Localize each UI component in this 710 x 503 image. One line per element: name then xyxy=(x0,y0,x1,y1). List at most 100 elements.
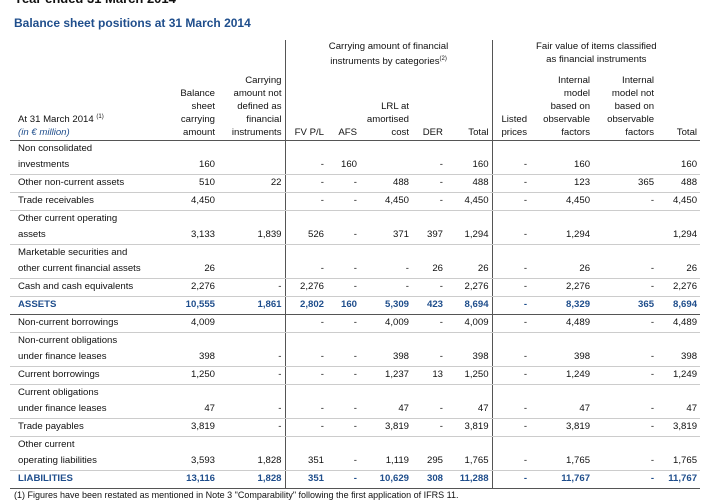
row-label-line: Current borrowings xyxy=(18,369,100,381)
column-header-line: FV P/L xyxy=(294,127,324,139)
column-header-line: cost xyxy=(391,127,409,139)
value-cell: - xyxy=(491,210,531,246)
row-label-line: under finance leases xyxy=(18,403,107,415)
value-cell: 4,450 xyxy=(657,192,701,212)
data-row: Non consolidated investments 160-160-160-1… xyxy=(10,140,701,176)
value-cell: 2,276 xyxy=(284,278,327,298)
group-header-line: as financial instruments xyxy=(546,54,647,65)
empty-cell xyxy=(593,210,658,246)
value-cell: 160 xyxy=(327,140,360,176)
subtitle: Balance sheet positions at 31 March 2014 xyxy=(14,16,251,30)
value-cell: 1,861 xyxy=(218,296,285,316)
value-cell: 2,802 xyxy=(284,296,327,316)
value-cell: - xyxy=(327,436,360,472)
value-cell: 398 xyxy=(657,332,701,368)
value-cell: 3,819 xyxy=(530,418,594,438)
value-cell: 47 xyxy=(530,384,594,420)
column-header-line: observable xyxy=(607,114,655,126)
row-label-line: Non consolidated xyxy=(18,143,93,155)
value-cell: - xyxy=(327,174,360,194)
row-label-line: Trade receivables xyxy=(18,195,94,207)
value-cell: 160 xyxy=(657,140,701,176)
column-header: Internal model based on observable factors xyxy=(530,74,594,142)
empty-cell xyxy=(218,244,285,280)
column-header: AFS xyxy=(327,74,360,142)
column-header-line: DER xyxy=(422,127,443,139)
value-cell: - xyxy=(593,244,658,280)
value-cell: 4,009 xyxy=(170,314,218,334)
value-cell: - xyxy=(491,140,531,176)
empty-cell xyxy=(360,140,412,176)
row-label: LIABILITIES xyxy=(10,470,170,490)
row-label-line: Non-current borrowings xyxy=(18,317,119,329)
data-row: Current obligations under finance leases 4… xyxy=(10,384,701,420)
value-cell: - xyxy=(491,244,531,280)
column-header-line: LRL at xyxy=(381,101,409,113)
column-header-line: model not xyxy=(611,88,655,100)
column-header-line: factors xyxy=(625,127,655,139)
data-row: Trade payables 3,819- - -3,819-3,819-3,819-… xyxy=(10,418,701,438)
value-cell: 10,555 xyxy=(170,296,218,316)
value-cell: - xyxy=(327,244,360,280)
value-cell: 295 xyxy=(412,436,446,472)
unit: (in € million) xyxy=(18,127,70,139)
value-cell: - xyxy=(284,174,327,194)
value-cell: 1,828 xyxy=(218,470,285,490)
column-header-line: factors xyxy=(561,127,591,139)
value-cell: 4,009 xyxy=(446,314,493,334)
row-label-line: Marketable securities and xyxy=(18,247,128,259)
value-cell: - xyxy=(412,332,446,368)
column-header: DER xyxy=(412,74,446,142)
empty-cell xyxy=(218,192,285,212)
note-ref: (1) xyxy=(96,114,104,120)
value-cell: 1,249 xyxy=(657,366,701,386)
value-cell: 365 xyxy=(593,174,658,194)
value-cell: - xyxy=(593,278,658,298)
value-cell: - xyxy=(284,192,327,212)
row-label-line: Trade payables xyxy=(18,421,84,433)
value-cell: - xyxy=(284,140,327,176)
value-cell: 4,009 xyxy=(360,314,412,334)
value-cell: - xyxy=(412,174,446,194)
value-cell: 1,839 xyxy=(218,210,285,246)
column-header-line: based on xyxy=(550,101,591,113)
title: Year ended 31 March 2014 xyxy=(14,0,176,6)
data-row: Current borrowings 1,250- - -1,237 13 1,250-1… xyxy=(10,366,701,386)
value-cell: 160 xyxy=(327,296,360,316)
value-cell: - xyxy=(593,192,658,212)
value-cell: 488 xyxy=(360,174,412,194)
value-cell: - xyxy=(327,384,360,420)
value-cell: 308 xyxy=(412,470,446,490)
value-cell: 26 xyxy=(412,244,446,280)
value-cell: - xyxy=(593,332,658,368)
value-cell: 13,116 xyxy=(170,470,218,490)
value-cell: 398 xyxy=(530,332,594,368)
column-header-row: At 31 March 2014 (1) (in € million) Balanc… xyxy=(10,74,701,142)
row-label: Trade payables xyxy=(10,418,170,438)
column-header: Total xyxy=(657,74,701,142)
value-cell: - xyxy=(412,384,446,420)
column-header-line: prices xyxy=(501,127,528,139)
value-cell: 47 xyxy=(657,384,701,420)
value-cell: - xyxy=(218,366,285,386)
row-label-line: investments xyxy=(18,159,70,171)
value-cell: - xyxy=(491,418,531,438)
cell xyxy=(10,40,170,74)
value-cell: - xyxy=(284,244,327,280)
column-header: Balance sheet carrying amount xyxy=(170,74,218,142)
value-cell: 4,450 xyxy=(446,192,493,212)
value-cell: - xyxy=(327,470,360,490)
value-cell: 26 xyxy=(170,244,218,280)
data-row: Non-current obligations under finance lea… xyxy=(10,332,701,368)
value-cell: - xyxy=(491,384,531,420)
value-cell: 5,309 xyxy=(360,296,412,316)
value-cell: 1,250 xyxy=(446,366,493,386)
value-cell: - xyxy=(491,314,531,334)
column-header-line: observable xyxy=(543,114,591,126)
row-label-line: ASSETS xyxy=(18,299,57,311)
value-cell: - xyxy=(412,418,446,438)
empty-cell xyxy=(218,314,285,334)
data-row: Other current operating assets 3,133 1,839 5… xyxy=(10,210,701,246)
value-cell: 1,237 xyxy=(360,366,412,386)
